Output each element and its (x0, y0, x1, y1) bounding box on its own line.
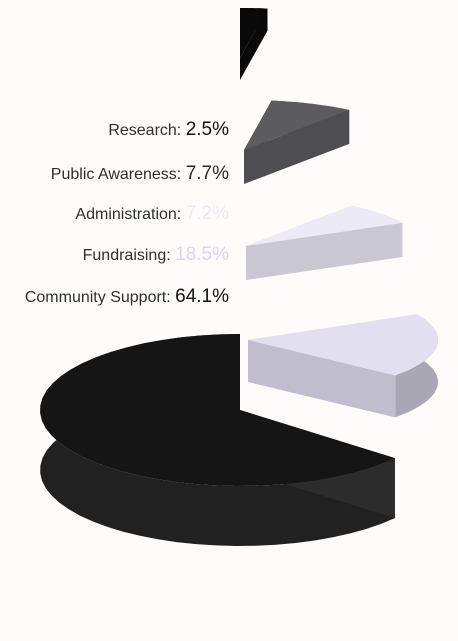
label-fundraising: Fundraising: 18.5% (82, 244, 229, 265)
pie-slice-community-support (40, 334, 395, 546)
label-community-support: Community Support: 64.1% (24, 286, 229, 307)
pie-slice-administration (246, 205, 403, 280)
category-label-administration: Administration (75, 206, 177, 223)
label-research: Research: 2.5% (108, 119, 229, 140)
category-label-fundraising: Fundraising (82, 247, 167, 264)
category-label-research: Research (108, 122, 177, 139)
value-label-community-support: 64.1% (175, 286, 229, 307)
pie-slice-public-awareness (244, 100, 350, 184)
pie-slice-research (240, 8, 268, 81)
value-label-administration: 7.2% (185, 203, 229, 224)
label-administration: Administration: 7.2% (75, 203, 229, 224)
value-label-public-awareness: 7.7% (185, 163, 229, 184)
pie-slice-fundraising (248, 314, 438, 418)
value-label-fundraising: 18.5% (175, 244, 229, 265)
label-public-awareness: Public Awareness: 7.7% (50, 163, 229, 184)
category-label-community-support: Community Support (24, 289, 167, 306)
category-label-public-awareness: Public Awareness (50, 166, 177, 183)
value-label-research: 2.5% (185, 119, 229, 140)
